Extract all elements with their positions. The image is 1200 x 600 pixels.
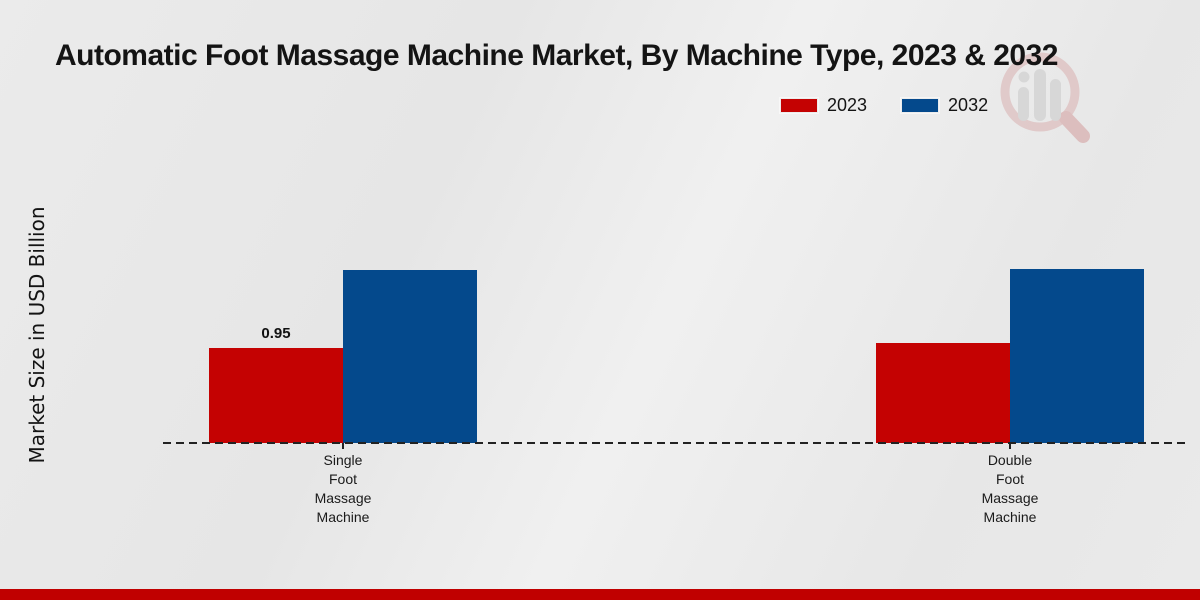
logo-bar-right [1050,79,1061,121]
x-category-label: Single Foot Massage Machine [263,451,423,527]
x-category-label: Double Foot Massage Machine [930,451,1090,527]
legend: 2023 2032 [780,95,988,116]
x-category-label-line: Double [987,452,1033,468]
legend-swatch-2023 [780,98,818,113]
magnifier-bar-chart-logo-watermark [1000,52,1090,143]
x-category-label-line: Massage [981,490,1039,506]
legend-item-2023: 2023 [780,95,867,116]
zero-baseline-dashed [163,442,1190,444]
magnifier-ring [1000,52,1080,132]
x-category-label-line: Massage [314,490,372,506]
bar-2023-category-0 [209,348,343,443]
x-category-label-line: Single [323,452,363,468]
chart-title: Automatic Foot Massage Machine Market, B… [55,39,1058,72]
bottom-accent-bar [0,589,1200,600]
y-axis-label: Market Size in USD Billion [25,206,49,464]
x-axis-tick [1009,443,1011,449]
legend-item-2032: 2032 [901,95,988,116]
bar-2032-category-0 [343,270,477,443]
x-axis-tick [342,443,344,449]
x-category-label-line: Foot [328,471,357,487]
x-category-label-line: Machine [316,509,370,525]
x-category-label-line: Foot [995,471,1024,487]
logo-bar-middle [1034,69,1046,121]
logo-dot [1018,71,1030,83]
bar-value-label: 0.95 [261,325,291,342]
bar-2023-category-1 [876,343,1010,443]
x-category-label-line: Machine [983,509,1037,525]
magnifier-handle [1059,111,1090,143]
legend-label-2023: 2023 [827,95,868,115]
bar-2032-category-1 [1010,269,1144,443]
logo-bar-left [1018,87,1029,121]
legend-label-2032: 2032 [948,95,989,115]
legend-swatch-2032 [901,98,940,113]
